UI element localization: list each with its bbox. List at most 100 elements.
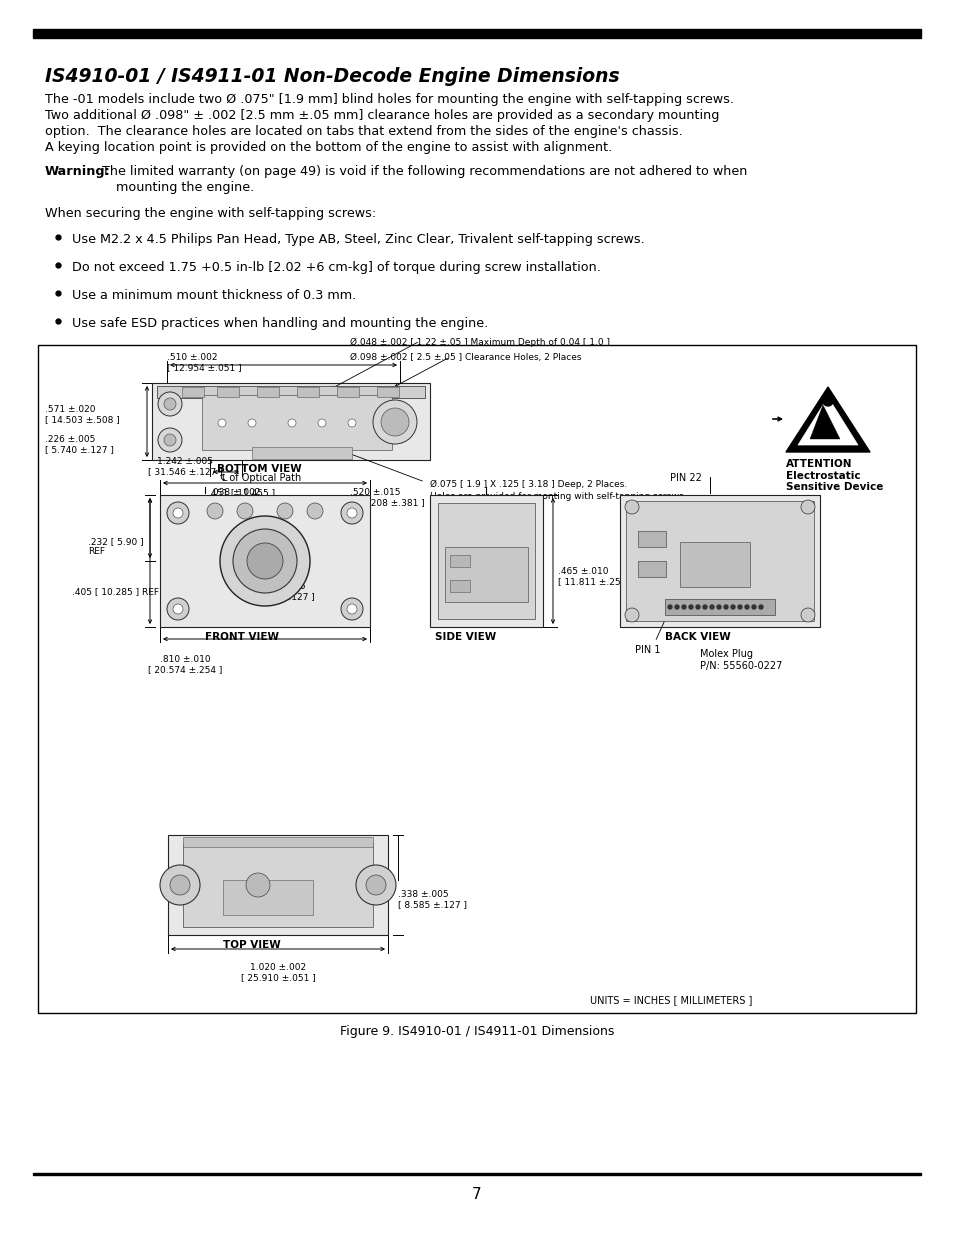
Circle shape bbox=[822, 396, 832, 406]
Text: .405 [ 10.285 ] REF: .405 [ 10.285 ] REF bbox=[71, 587, 159, 597]
Circle shape bbox=[667, 605, 671, 609]
Circle shape bbox=[164, 398, 175, 410]
Text: Use M2.2 x 4.5 Philips Pan Head, Type AB, Steel, Zinc Clear, Trivalent self-tapp: Use M2.2 x 4.5 Philips Pan Head, Type AB… bbox=[71, 233, 644, 246]
Circle shape bbox=[160, 864, 200, 905]
Polygon shape bbox=[785, 387, 869, 452]
Text: Ø.098 ±.002 [ 2.5 ±.05 ] Clearance Holes, 2 Places: Ø.098 ±.002 [ 2.5 ±.05 ] Clearance Holes… bbox=[350, 353, 581, 362]
Circle shape bbox=[751, 605, 755, 609]
Text: ℄ of Optical Path: ℄ of Optical Path bbox=[220, 473, 301, 483]
Text: Warning:: Warning: bbox=[45, 165, 111, 178]
Text: option.  The clearance holes are located on tabs that extend from the sides of t: option. The clearance holes are located … bbox=[45, 125, 682, 138]
Bar bbox=[664, 599, 774, 615]
Circle shape bbox=[276, 503, 293, 519]
Polygon shape bbox=[809, 405, 840, 438]
Text: ATTENTION
Electrostatic
Sensitive Device: ATTENTION Electrostatic Sensitive Device bbox=[785, 459, 882, 493]
Bar bbox=[638, 531, 665, 547]
Circle shape bbox=[373, 400, 416, 445]
Bar bbox=[256, 387, 278, 396]
Bar bbox=[638, 561, 665, 577]
Circle shape bbox=[730, 605, 734, 609]
Text: .038 ±.002
[ .965 ±.051 ]: .038 ±.002 [ .965 ±.051 ] bbox=[210, 488, 274, 508]
Text: Ø.048 ±.002 [ 1.22 ±.05 ] Maximum Depth of 0.04 [ 1.0 ]: Ø.048 ±.002 [ 1.22 ±.05 ] Maximum Depth … bbox=[350, 338, 609, 347]
Text: Figure 9. IS4910-01 / IS4911-01 Dimensions: Figure 9. IS4910-01 / IS4911-01 Dimensio… bbox=[339, 1025, 614, 1037]
Circle shape bbox=[158, 429, 182, 452]
Bar bbox=[223, 881, 313, 915]
Bar bbox=[450, 580, 470, 592]
Circle shape bbox=[248, 419, 255, 427]
Bar bbox=[152, 383, 430, 459]
Circle shape bbox=[723, 605, 727, 609]
Circle shape bbox=[681, 605, 685, 609]
Text: .510 ±.002
[ 12.954 ±.051 ]: .510 ±.002 [ 12.954 ±.051 ] bbox=[167, 353, 241, 373]
Circle shape bbox=[380, 408, 409, 436]
Text: PIN 1: PIN 1 bbox=[635, 645, 659, 655]
Circle shape bbox=[801, 608, 814, 622]
Bar bbox=[38, 345, 915, 1013]
Circle shape bbox=[218, 419, 226, 427]
Circle shape bbox=[702, 605, 706, 609]
Text: IS4910-01 / IS4911-01 Non-Decode Engine Dimensions: IS4910-01 / IS4911-01 Non-Decode Engine … bbox=[45, 67, 619, 86]
Text: mounting the engine.: mounting the engine. bbox=[116, 182, 254, 194]
Circle shape bbox=[738, 605, 741, 609]
Circle shape bbox=[340, 501, 363, 524]
Bar bbox=[437, 503, 535, 619]
Text: PIN 22: PIN 22 bbox=[669, 473, 701, 483]
Text: 7: 7 bbox=[472, 1187, 481, 1202]
Circle shape bbox=[236, 503, 253, 519]
Text: .098 ±.005
[ 2.490 ±.127 ]: .098 ±.005 [ 2.490 ±.127 ] bbox=[245, 582, 314, 601]
Circle shape bbox=[288, 419, 295, 427]
Circle shape bbox=[307, 503, 323, 519]
Polygon shape bbox=[797, 396, 857, 445]
Circle shape bbox=[366, 876, 386, 895]
Bar bbox=[252, 447, 352, 459]
Circle shape bbox=[317, 419, 326, 427]
Text: .338 ±.005
[ 8.585 ±.127 ]: .338 ±.005 [ 8.585 ±.127 ] bbox=[397, 890, 467, 909]
Circle shape bbox=[355, 864, 395, 905]
Bar bbox=[33, 28, 920, 38]
Bar bbox=[216, 387, 239, 396]
Bar bbox=[376, 387, 398, 396]
Text: The -01 models include two Ø .075" [1.9 mm] blind holes for mounting the engine : The -01 models include two Ø .075" [1.9 … bbox=[45, 93, 733, 106]
Circle shape bbox=[717, 605, 720, 609]
Circle shape bbox=[624, 500, 639, 514]
Bar bbox=[336, 387, 358, 396]
Text: 1.020 ±.002
[ 25.910 ±.051 ]: 1.020 ±.002 [ 25.910 ±.051 ] bbox=[240, 963, 315, 982]
Circle shape bbox=[348, 419, 355, 427]
Circle shape bbox=[207, 503, 223, 519]
Bar bbox=[625, 501, 813, 621]
Circle shape bbox=[158, 391, 182, 416]
Bar bbox=[33, 1173, 920, 1174]
Text: A keying location point is provided on the bottom of the engine to assist with a: A keying location point is provided on t… bbox=[45, 141, 612, 154]
Circle shape bbox=[801, 500, 814, 514]
Text: .451 [ 11.455 ]
REF: .451 [ 11.455 ] REF bbox=[208, 488, 275, 508]
Text: FRONT VIEW: FRONT VIEW bbox=[205, 632, 278, 642]
Circle shape bbox=[247, 543, 283, 579]
Bar bbox=[182, 387, 204, 396]
Text: When securing the engine with self-tapping screws:: When securing the engine with self-tappi… bbox=[45, 207, 375, 220]
Circle shape bbox=[172, 508, 183, 517]
Circle shape bbox=[170, 876, 190, 895]
Circle shape bbox=[164, 433, 175, 446]
Bar bbox=[430, 495, 542, 627]
Circle shape bbox=[167, 598, 189, 620]
Circle shape bbox=[624, 608, 639, 622]
Bar bbox=[296, 387, 318, 396]
Circle shape bbox=[696, 605, 700, 609]
Circle shape bbox=[759, 605, 762, 609]
Bar bbox=[679, 542, 749, 587]
Bar bbox=[168, 835, 388, 935]
Circle shape bbox=[744, 605, 748, 609]
Bar bbox=[160, 495, 370, 627]
Circle shape bbox=[675, 605, 679, 609]
Text: BACK VIEW: BACK VIEW bbox=[664, 632, 730, 642]
Circle shape bbox=[709, 605, 713, 609]
Text: .226 ±.005
[ 5.740 ±.127 ]: .226 ±.005 [ 5.740 ±.127 ] bbox=[45, 435, 113, 454]
Text: Ø.075 [ 1.9 ] X .125 [ 3.18 ] Deep, 2 Places.: Ø.075 [ 1.9 ] X .125 [ 3.18 ] Deep, 2 Pl… bbox=[430, 480, 626, 489]
Text: Use safe ESD practices when handling and mounting the engine.: Use safe ESD practices when handling and… bbox=[71, 317, 488, 330]
Text: The limited warranty (on page 49) is void if the following recommendations are n: The limited warranty (on page 49) is voi… bbox=[102, 165, 746, 178]
Text: Holes are provided for monting with self-tapping screws.: Holes are provided for monting with self… bbox=[430, 492, 686, 501]
Circle shape bbox=[167, 501, 189, 524]
Text: .465 ±.010
[ 11.811 ±.254 ]: .465 ±.010 [ 11.811 ±.254 ] bbox=[558, 567, 632, 587]
Bar bbox=[183, 837, 373, 847]
Circle shape bbox=[347, 508, 356, 517]
